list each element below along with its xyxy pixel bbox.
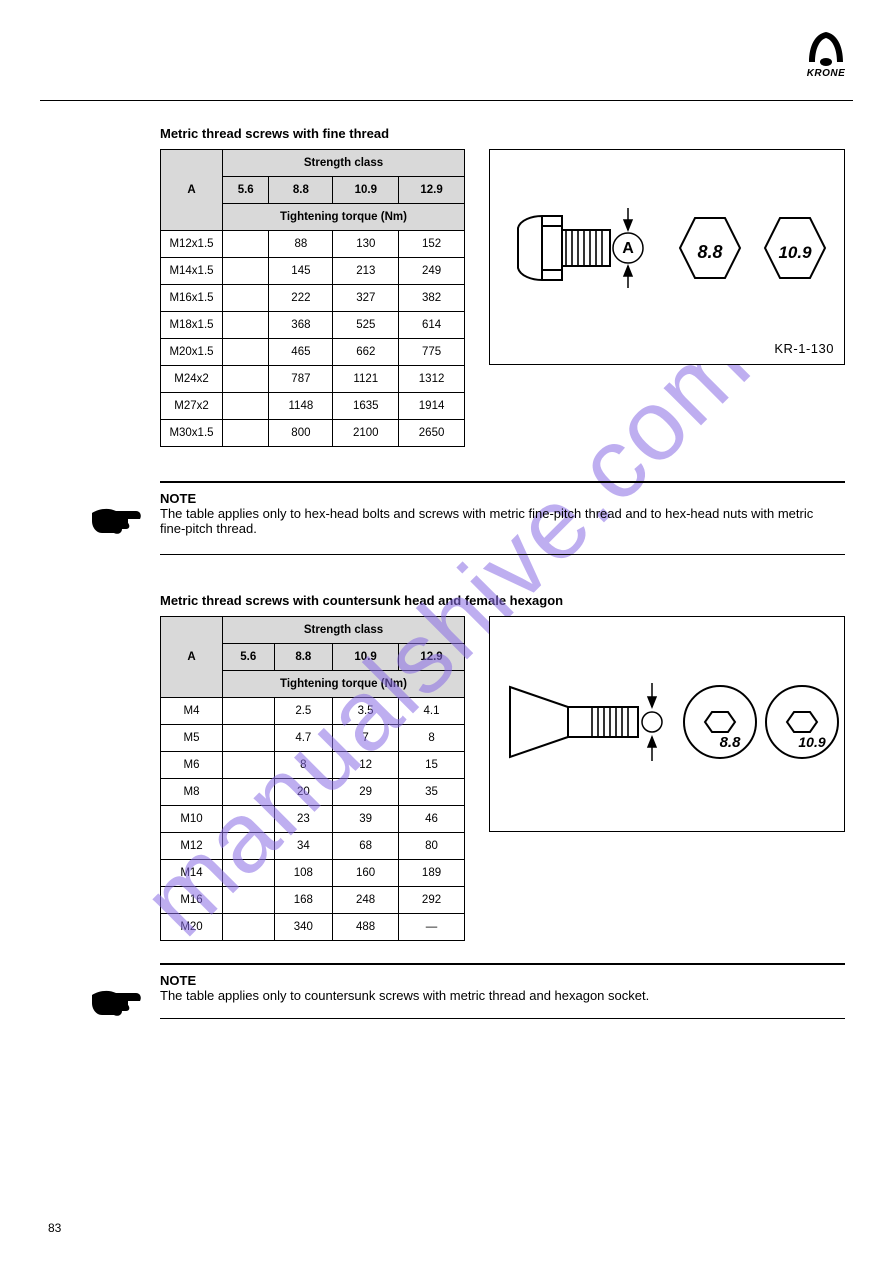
- table-row: M27x2114816351914: [161, 393, 465, 420]
- header-rule: [40, 100, 853, 101]
- table-row: M16x1.5222327382: [161, 285, 465, 312]
- svg-text:10.9: 10.9: [778, 243, 812, 262]
- svg-text:A: A: [622, 240, 634, 257]
- col-a-header: A: [161, 617, 223, 698]
- table-row: M20340488—: [161, 914, 465, 941]
- hex-bolt-diagram-icon: A 8.8 10.9: [490, 150, 846, 366]
- class-129: 12.9: [399, 644, 465, 671]
- note-countersunk: NOTE The table applies only to countersu…: [48, 963, 845, 1019]
- col-a-header: A: [161, 150, 223, 231]
- fig-ref: KR-1-130: [774, 341, 834, 356]
- block-countersunk: A Strength class 5.6 8.8 10.9 12.9 Tight…: [160, 616, 845, 941]
- table-row: M14x1.5145213249: [161, 258, 465, 285]
- table-row: M10233946: [161, 806, 465, 833]
- krone-crown-icon: [803, 28, 849, 68]
- page-number: 83: [48, 1221, 61, 1235]
- class-109: 10.9: [333, 644, 399, 671]
- figure-countersunk: 8.8 10.9: [489, 616, 845, 832]
- table-row: M12x1.588130152: [161, 231, 465, 258]
- svg-text:8.8: 8.8: [720, 734, 742, 751]
- class-109: 10.9: [333, 177, 399, 204]
- table-row: M12346880: [161, 833, 465, 860]
- pointing-hand-icon: [88, 981, 142, 1024]
- page-content: Metric thread screws with fine thread A …: [0, 110, 893, 1019]
- class-88: 8.8: [274, 644, 333, 671]
- note-title: NOTE: [160, 491, 837, 506]
- table-row: M30x1.580021002650: [161, 420, 465, 447]
- pointing-hand-icon: [88, 499, 142, 542]
- torque-table-countersunk: A Strength class 5.6 8.8 10.9 12.9 Tight…: [160, 616, 465, 941]
- table-row: M42.53.54.1: [161, 698, 465, 725]
- page-header: KRONE: [0, 0, 893, 110]
- class-88: 8.8: [269, 177, 333, 204]
- block-fine-thread: A Strength class 5.6 8.8 10.9 12.9 Tight…: [160, 149, 845, 447]
- table-row: M20x1.5465662775: [161, 339, 465, 366]
- table-row: M8202935: [161, 779, 465, 806]
- table-row: M14108160189: [161, 860, 465, 887]
- table-row: M681215: [161, 752, 465, 779]
- figure-hex-bolt: A 8.8 10.9 KR-1-130: [489, 149, 845, 365]
- table-row: M54.778: [161, 725, 465, 752]
- strength-header: Strength class: [223, 150, 465, 177]
- svg-text:8.8: 8.8: [697, 242, 722, 262]
- svg-text:10.9: 10.9: [798, 734, 825, 750]
- strength-header: Strength class: [223, 617, 465, 644]
- note-body: The table applies only to countersunk sc…: [160, 988, 837, 1003]
- note-fine-thread: NOTE The table applies only to hex-head …: [48, 481, 845, 555]
- torque-sub-header: Tightening torque (Nm): [223, 671, 465, 698]
- torque-sub-header: Tightening torque (Nm): [223, 204, 465, 231]
- class-56: 5.6: [223, 177, 269, 204]
- heading-fine-thread: Metric thread screws with fine thread: [160, 126, 845, 141]
- torque-table-fine-thread: A Strength class 5.6 8.8 10.9 12.9 Tight…: [160, 149, 465, 447]
- class-56: 5.6: [223, 644, 275, 671]
- note-body: The table applies only to hex-head bolts…: [160, 506, 837, 536]
- table-row: M18x1.5368525614: [161, 312, 465, 339]
- brand-text: KRONE: [807, 68, 846, 79]
- heading-countersunk: Metric thread screws with countersunk he…: [160, 593, 845, 608]
- table-row: M24x278711211312: [161, 366, 465, 393]
- table-row: M16168248292: [161, 887, 465, 914]
- class-129: 12.9: [399, 177, 465, 204]
- countersunk-bolt-diagram-icon: 8.8 10.9: [490, 617, 846, 833]
- brand-logo: KRONE: [803, 28, 849, 79]
- note-title: NOTE: [160, 973, 837, 988]
